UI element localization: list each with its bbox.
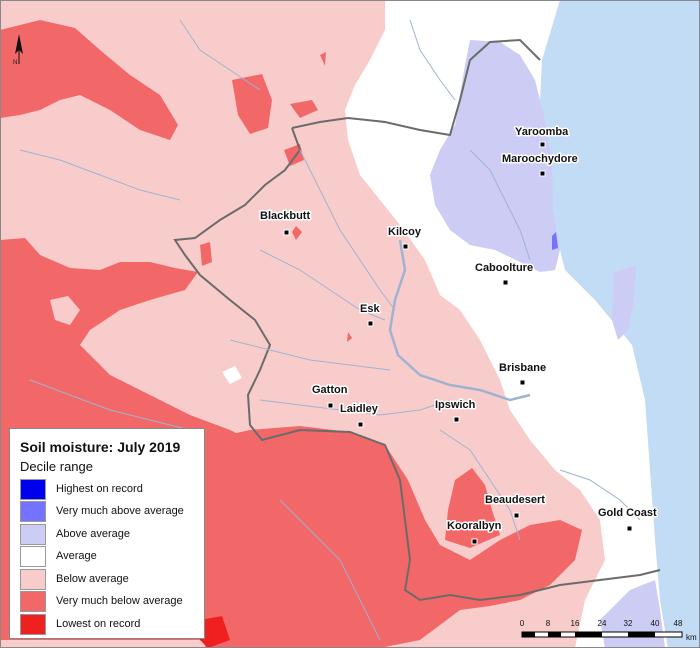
legend-label: Very much above average bbox=[56, 505, 184, 517]
legend-item: Lowest on record bbox=[20, 614, 200, 635]
north-arrow-icon: N bbox=[13, 34, 23, 66]
legend-swatch-average bbox=[20, 546, 46, 567]
town-dot-esk bbox=[367, 320, 374, 327]
scale-bar-segment bbox=[548, 632, 561, 637]
legend-item: Below average bbox=[20, 569, 200, 590]
legend-item: Above average bbox=[20, 524, 200, 545]
town-label-gatton: Gatton bbox=[312, 384, 348, 396]
town-dot-kilcoy bbox=[402, 243, 409, 250]
town-dot-beaudesert bbox=[513, 512, 520, 519]
very-much-below-spot-5 bbox=[200, 242, 212, 266]
legend-label: Average bbox=[56, 550, 97, 562]
town-markers: Yaroomba Maroochydore Blackbutt Kilcoy C… bbox=[259, 125, 659, 545]
scale-tick-label: 0 bbox=[520, 619, 525, 628]
above-average-south bbox=[600, 580, 665, 648]
scale-tick-label: 40 bbox=[651, 619, 660, 628]
town-label-ipswich: Ipswich bbox=[435, 399, 476, 411]
town-label-kooralbyn: Kooralbyn bbox=[447, 520, 502, 532]
scale-bar-segment bbox=[522, 632, 535, 637]
legend-label: Lowest on record bbox=[56, 618, 141, 630]
legend-item: Highest on record bbox=[20, 479, 200, 500]
legend-item: Very much above average bbox=[20, 501, 200, 522]
scale-tick-label: 16 bbox=[571, 619, 580, 628]
town-label-beaudesert: Beaudesert bbox=[485, 494, 545, 506]
legend-title: Soil moisture: July 2019 bbox=[20, 439, 181, 455]
legend-swatch-very-much-below bbox=[20, 591, 46, 612]
town-label-maroochydore: Maroochydore bbox=[502, 153, 578, 165]
legend-label: Above average bbox=[56, 528, 130, 540]
north-label: N bbox=[13, 60, 17, 66]
town-dot-ipswich bbox=[453, 416, 460, 423]
scale-bar-segment bbox=[575, 632, 602, 637]
scale-bar: 0 8 16 24 32 40 48 km bbox=[520, 619, 697, 642]
scale-bar-segment bbox=[628, 632, 655, 637]
scale-tick-label: 32 bbox=[624, 619, 633, 628]
lowest-on-record-spot bbox=[200, 616, 230, 648]
average-pocket bbox=[222, 366, 242, 384]
town-label-kilcoy: Kilcoy bbox=[388, 226, 422, 238]
legend-swatch-highest bbox=[20, 479, 46, 500]
town-dot-yaroomba bbox=[539, 141, 546, 148]
town-dot-brisbane bbox=[519, 379, 526, 386]
town-label-gold-coast: Gold Coast bbox=[598, 507, 657, 519]
town-dot-laidley bbox=[357, 421, 364, 428]
very-much-below-spot-6 bbox=[292, 226, 302, 240]
scale-tick-label: 24 bbox=[598, 619, 607, 628]
above-average-region bbox=[430, 40, 560, 272]
town-label-esk: Esk bbox=[360, 303, 380, 315]
scale-unit: km bbox=[686, 633, 697, 642]
legend-swatch-above bbox=[20, 524, 46, 545]
legend-item: Average bbox=[20, 546, 200, 567]
very-much-above-spot bbox=[552, 232, 558, 250]
town-dot-caboolture bbox=[502, 279, 509, 286]
very-much-below-north-west bbox=[0, 20, 178, 140]
legend-label: Below average bbox=[56, 573, 129, 585]
town-dot-gatton bbox=[327, 402, 334, 409]
very-much-below-spot-2 bbox=[290, 100, 318, 118]
legend-subtitle: Decile range bbox=[20, 459, 93, 474]
very-much-below-spot-4 bbox=[320, 52, 326, 66]
legend-swatch-below bbox=[20, 569, 46, 590]
legend-swatch-lowest bbox=[20, 614, 46, 635]
very-much-below-spot-1 bbox=[232, 74, 272, 134]
town-label-blackbutt: Blackbutt bbox=[260, 210, 310, 222]
above-average-island bbox=[612, 266, 636, 340]
average-region bbox=[345, 0, 668, 648]
legend: Soil moisture: July 2019 Decile range Hi… bbox=[9, 428, 205, 639]
town-label-brisbane: Brisbane bbox=[499, 362, 546, 374]
very-much-below-south bbox=[205, 426, 582, 648]
town-dot-maroochydore bbox=[539, 170, 546, 177]
catchment-boundary bbox=[173, 38, 661, 602]
town-dot-kooralbyn bbox=[471, 538, 478, 545]
scale-tick-label: 8 bbox=[546, 619, 551, 628]
legend-label: Highest on record bbox=[56, 483, 143, 495]
town-label-caboolture: Caboolture bbox=[475, 262, 533, 274]
town-label-laidley: Laidley bbox=[340, 403, 379, 415]
legend-item: Very much below average bbox=[20, 591, 200, 612]
legend-label: Very much below average bbox=[56, 595, 183, 607]
scale-tick-label: 48 bbox=[674, 619, 683, 628]
legend-swatch-very-much-above bbox=[20, 501, 46, 522]
town-dot-gold-coast bbox=[626, 525, 633, 532]
town-dot-blackbutt bbox=[283, 229, 290, 236]
very-much-below-spot-7 bbox=[347, 332, 352, 342]
town-label-yaroomba: Yaroomba bbox=[515, 126, 569, 138]
very-much-below-kooralbyn bbox=[445, 468, 500, 548]
below-average-pocket bbox=[50, 296, 80, 325]
